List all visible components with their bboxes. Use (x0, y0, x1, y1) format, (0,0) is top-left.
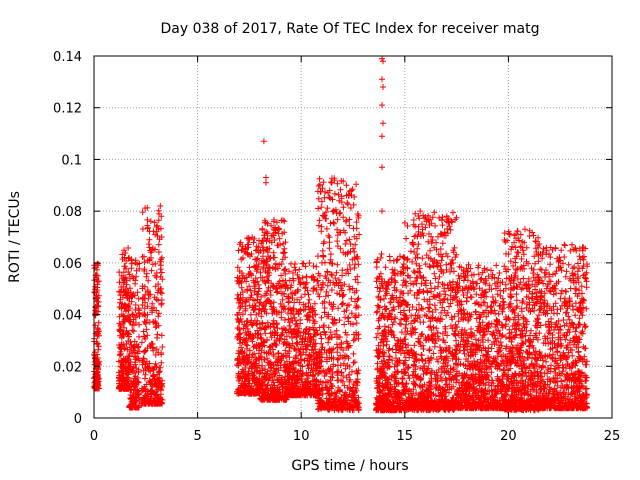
y-tick-label: 0.08 (53, 205, 82, 220)
axis-ticks: 0 5 10 15 20 25 0 0.02 0.04 0.06 0.08 0.1 0.12 0.14 (53, 50, 620, 444)
y-tick-label: 0.14 (53, 50, 82, 65)
data-points (91, 55, 591, 414)
scatter-markers (91, 55, 591, 414)
x-tick-label: 10 (293, 429, 310, 444)
x-axis-label: GPS time / hours (291, 458, 408, 474)
y-axis-label: ROTI / TECUs (7, 191, 23, 283)
y-tick-label: 0.1 (61, 153, 82, 168)
y-tick-label: 0 (74, 412, 82, 427)
y-tick-label: 0.04 (53, 309, 82, 324)
chart-title: Day 038 of 2017, Rate Of TEC Index for r… (161, 21, 540, 37)
x-tick-label: 0 (90, 429, 98, 444)
x-tick-label: 20 (500, 429, 517, 444)
y-tick-label: 0.12 (53, 102, 82, 117)
y-tick-label: 0.06 (53, 257, 82, 272)
x-tick-label: 5 (193, 429, 201, 444)
grid (94, 56, 612, 418)
y-tick-label: 0.02 (53, 360, 82, 375)
plot-frame (93, 55, 613, 419)
x-tick-label: 15 (397, 429, 414, 444)
x-tick-label: 25 (604, 429, 621, 444)
